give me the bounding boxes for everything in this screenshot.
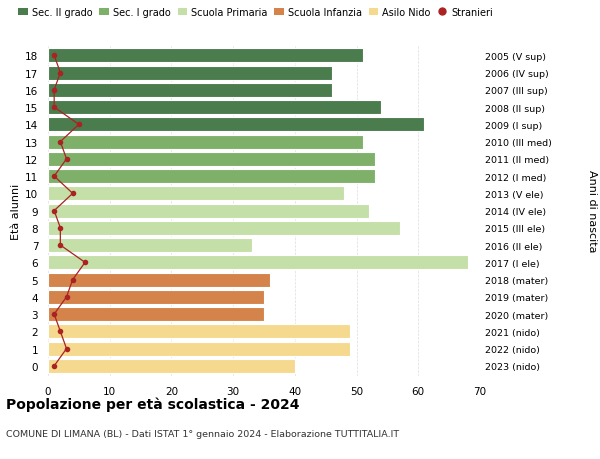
Point [56,328,65,335]
Point [62,345,71,353]
Y-axis label: Età alunni: Età alunni [11,183,21,239]
Point [49,363,59,370]
Bar [48,170,375,184]
Point [56,70,65,77]
Point [56,139,65,146]
Point [49,87,59,95]
Text: Anni di nascita: Anni di nascita [587,170,597,252]
Bar [48,221,400,235]
Point [49,207,59,215]
Bar [48,84,332,98]
Bar [48,49,363,63]
Bar [48,308,264,321]
Bar [48,325,350,339]
Legend: Sec. II grado, Sec. I grado, Scuola Primaria, Scuola Infanzia, Asilo Nido, Stran: Sec. II grado, Sec. I grado, Scuola Prim… [19,8,493,18]
Point [56,242,65,249]
Point [56,225,65,232]
Bar [48,290,264,304]
Point [74,121,83,129]
Point [62,294,71,301]
Point [49,173,59,180]
Bar [48,273,270,287]
Bar [48,101,381,115]
Bar [48,67,332,80]
Bar [48,187,344,201]
Bar [48,118,424,132]
Text: COMUNE DI LIMANA (BL) - Dati ISTAT 1° gennaio 2024 - Elaborazione TUTTITALIA.IT: COMUNE DI LIMANA (BL) - Dati ISTAT 1° ge… [6,429,399,438]
Bar [48,204,369,218]
Bar [48,359,295,373]
Point [49,311,59,318]
Point [49,104,59,112]
Bar [48,239,251,252]
Point [49,52,59,60]
Bar [48,135,363,149]
Text: Popolazione per età scolastica - 2024: Popolazione per età scolastica - 2024 [6,397,299,412]
Point [68,276,77,284]
Point [80,259,90,266]
Point [68,190,77,197]
Bar [48,256,467,270]
Bar [48,152,375,167]
Point [62,156,71,163]
Bar [48,342,350,356]
